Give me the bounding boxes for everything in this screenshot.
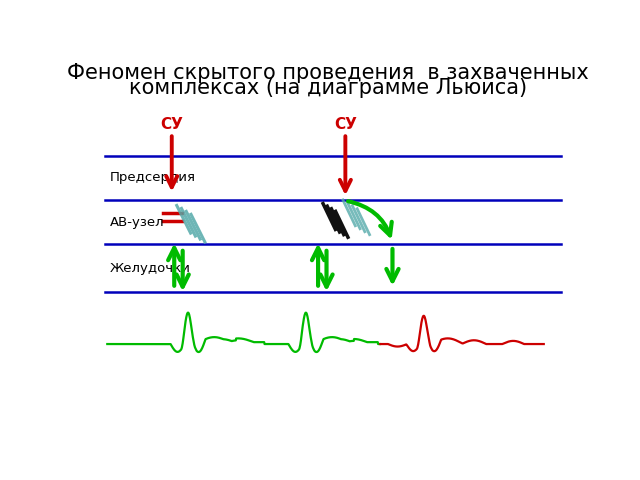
- Text: комплексах (на диаграмме Льюиса): комплексах (на диаграмме Льюиса): [129, 78, 527, 98]
- Text: Феномен скрытого проведения  в захваченных: Феномен скрытого проведения в захваченны…: [67, 63, 589, 83]
- Text: Предсердия: Предсердия: [110, 171, 196, 184]
- Text: АВ-узел: АВ-узел: [110, 216, 164, 228]
- Text: СУ: СУ: [161, 117, 183, 132]
- Text: СУ: СУ: [334, 117, 356, 132]
- Text: Желудочки: Желудочки: [110, 262, 191, 275]
